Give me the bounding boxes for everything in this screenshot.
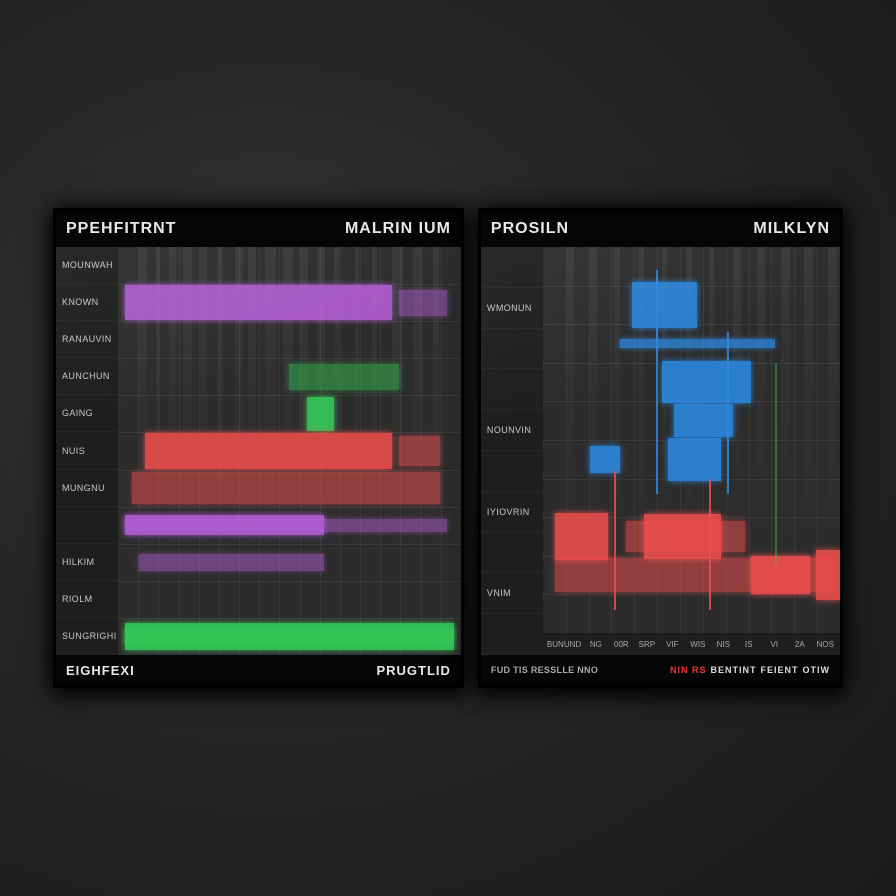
xtick: NIS — [713, 640, 734, 649]
xtick: SRP — [636, 640, 657, 649]
ylabel: RANAUVIN — [56, 321, 118, 358]
ylabel: GAING — [56, 395, 118, 432]
legend-item: FEIENT — [760, 665, 798, 675]
ylabel — [56, 507, 118, 544]
chart-bar — [139, 554, 324, 571]
panel-left: PPEHFITRNT MALRIN IUM MOUNWAHKNOWNRANAUV… — [53, 208, 464, 688]
chart-bar — [668, 438, 721, 480]
chart-bar — [289, 364, 399, 390]
ylabel: SUNGRIGHI — [56, 618, 118, 655]
xtick: 00R — [611, 640, 632, 649]
xtick: NG — [585, 640, 606, 649]
ylabel — [481, 369, 543, 410]
panel-left-footer: EIGHFEXI PRUGTLID — [56, 655, 461, 685]
ylabel: IYIOVRIN — [481, 492, 543, 533]
xtick: VIF — [662, 640, 683, 649]
ylabel: KNOWN — [56, 284, 118, 321]
ylabel — [481, 533, 543, 574]
ylabel — [481, 614, 543, 655]
xtick: WIS — [687, 640, 708, 649]
chart-bar — [674, 404, 733, 437]
ylabel — [481, 451, 543, 492]
panel-right-plot: WMONUN NOUNVIN IYIOVRIN VNIM BUNUND NG 00R SRP… — [481, 247, 840, 655]
panel-left-footer-left: EIGHFEXI — [66, 663, 135, 678]
xtick: IS — [738, 640, 759, 649]
ylabel: NOUNVIN — [481, 410, 543, 451]
ylabel — [481, 329, 543, 370]
panels-container: PPEHFITRNT MALRIN IUM MOUNWAHKNOWNRANAUV… — [53, 208, 843, 688]
chart-bar — [399, 290, 447, 316]
panel-right-legend: NIN RSBENTINT FEIENT OTIW — [670, 665, 830, 675]
panel-right-ylabels: WMONUN NOUNVIN IYIOVRIN VNIM — [481, 247, 543, 655]
chart-bar — [307, 397, 334, 430]
panel-left-chart-area — [118, 247, 461, 655]
chart-bar — [662, 361, 751, 403]
legend-item: NIN RS — [670, 665, 707, 675]
chart-bar — [132, 472, 441, 504]
ylabel: WMONUN — [481, 288, 543, 329]
legend-item: BENTINT — [710, 665, 756, 675]
chart-bar — [399, 436, 440, 466]
ylabel: AUNCHUN — [56, 358, 118, 395]
panel-right-subtitle: MILKLYN — [753, 220, 830, 238]
panel-right: PROSILN MILKLYN WMONUN NOUNVIN IYIOVRIN VNI… — [478, 208, 843, 688]
ylabel — [481, 247, 543, 288]
ylabel: MUNGNU — [56, 470, 118, 507]
chart-bar — [626, 521, 745, 552]
ylabel: MOUNWAH — [56, 247, 118, 284]
chart-bar — [816, 550, 840, 600]
chart-bar — [632, 282, 697, 328]
chart-bar — [555, 513, 608, 559]
legend-item: OTIW — [803, 665, 831, 675]
chart-bar — [125, 519, 447, 532]
panel-left-plot: MOUNWAHKNOWNRANAUVINAUNCHUNGAINGNUISMUNG… — [56, 247, 461, 655]
panel-right-title: PROSILN — [491, 220, 569, 238]
panel-right-xaxis: BUNUND NG 00R SRP VIF WIS NIS IS VI 2A NOS — [543, 633, 840, 655]
panel-right-footer: FUD TIS RESSLLE NNO NIN RSBENTINT FEIENT O… — [481, 655, 840, 685]
xtick: NOS — [815, 640, 836, 649]
panel-right-header: PROSILN MILKLYN — [481, 211, 840, 247]
chart-bar — [751, 556, 810, 595]
panel-left-subtitle: MALRIN IUM — [345, 220, 451, 238]
ylabel: HILKIM — [56, 544, 118, 581]
panel-left-footer-right: PRUGTLID — [376, 663, 450, 678]
ylabel: NUIS — [56, 432, 118, 469]
chart-bar — [125, 628, 454, 645]
panel-right-footer-note: FUD TIS RESSLLE NNO — [491, 665, 598, 675]
ylabel: RIOLM — [56, 581, 118, 618]
ylabel: VNIM — [481, 573, 543, 614]
chart-bar — [620, 339, 774, 349]
xtick: VI — [764, 640, 785, 649]
xtick: 2A — [789, 640, 810, 649]
xtick: BUNUND — [547, 640, 581, 649]
chart-bar — [125, 285, 392, 320]
chart-bar — [590, 446, 620, 473]
panel-right-chart-area — [543, 247, 840, 633]
panel-left-title: PPEHFITRNT — [66, 220, 176, 238]
panel-left-ylabels: MOUNWAHKNOWNRANAUVINAUNCHUNGAINGNUISMUNG… — [56, 247, 118, 655]
panel-left-header: PPEHFITRNT MALRIN IUM — [56, 211, 461, 247]
chart-bar — [145, 433, 392, 468]
